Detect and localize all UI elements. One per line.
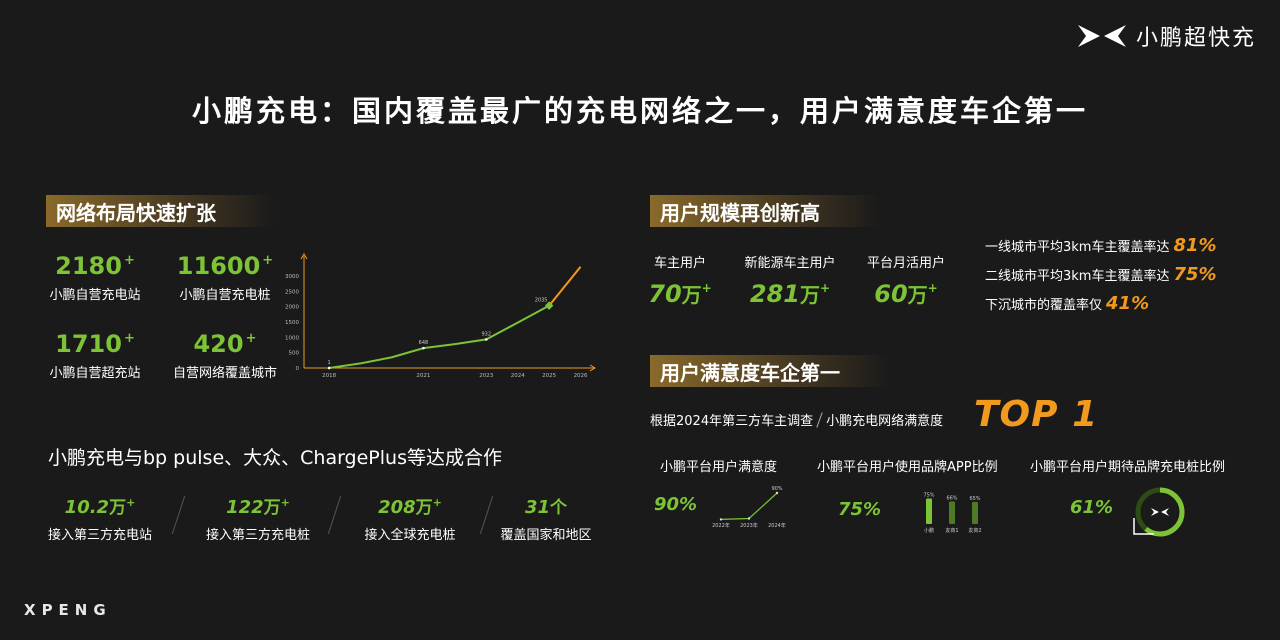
divider <box>327 495 342 535</box>
expected-pile-pct: 61% <box>1070 497 1114 518</box>
coverage-tier2: 二线城市平均3km车主覆盖率达 75% <box>985 264 1217 285</box>
stat-own-piles: 11600 + 小鹏自营充电桩 <box>176 252 274 303</box>
network-growth-chart: 3000 2500 2000 1500 1000 500 0 2018 2021 2023 2024… <box>285 253 596 379</box>
app-usage-bar-chart: 75% 小鹏 66% 友商1 65% 友商2 <box>923 493 981 535</box>
y-tick-label: 500 <box>289 351 300 357</box>
partner-stat-countries: 31个 覆盖国家和地区 <box>500 497 592 543</box>
y-tick-label: 0 <box>296 366 300 372</box>
y-tick-label: 2500 <box>285 289 299 295</box>
bar <box>926 498 932 524</box>
bar-value-label: 66% <box>946 496 957 502</box>
coverage-tier1: 一线城市平均3km车主覆盖率达 81% <box>985 235 1217 256</box>
data-label: 2035 <box>535 298 548 304</box>
y-axis-arrow <box>300 253 308 260</box>
network-section-tag: 网络布局快速扩张 <box>46 195 276 227</box>
trend-point <box>719 518 723 521</box>
y-tick-label: 1500 <box>285 320 299 326</box>
app-usage-label: 小鹏平台用户使用品牌APP比例 <box>817 460 998 475</box>
trend-line <box>720 492 778 520</box>
y-tick-label: 2000 <box>285 305 299 311</box>
user-stat-mau: 平台月活用户 60万+ <box>866 256 945 308</box>
data-point-highlight <box>544 301 554 310</box>
ring-progress <box>1135 487 1185 537</box>
x-tick-label: 2021 <box>416 373 430 379</box>
y-tick-label: 3000 <box>285 274 299 280</box>
bar-category-label: 友商1 <box>945 527 958 534</box>
page-title: 小鹏充电：国内覆盖最广的充电网络之一，用户满意度车企第一 <box>191 94 1088 128</box>
satisfaction-trend-chart: 2022年 2023年 2024年 90% <box>712 486 786 529</box>
data-label: 648 <box>419 340 429 346</box>
xpeng-mini-logo-icon <box>1151 508 1169 516</box>
x-tick-label: 2018 <box>322 373 336 379</box>
stat-own-stations: 2180 + 小鹏自营充电站 <box>49 252 141 303</box>
satisfaction-section-tag: 用户满意度车企第一 <box>650 355 890 387</box>
data-label: 1 <box>328 360 331 366</box>
data-label: 932 <box>482 331 492 337</box>
brand-name: 小鹏超快充 <box>1135 26 1256 51</box>
y-tick-label: 1000 <box>285 335 299 341</box>
ring-connector <box>1133 518 1154 535</box>
expected-pile-label: 小鹏平台用户期待品牌充电桩比例 <box>1030 460 1226 475</box>
app-usage-pct: 75% <box>838 499 882 520</box>
satisfaction-pct: 90% <box>654 494 698 515</box>
trend-x-label: 2022年 <box>712 522 730 529</box>
survey-source: 根据2024年第三方车主调查 小鹏充电网络满意度 <box>650 410 943 429</box>
xpeng-logo-icon <box>1077 25 1126 47</box>
partner-stat-stations: 10.2万+ 接入第三方充电站 <box>47 496 152 543</box>
bar-value-label: 75% <box>923 493 934 499</box>
x-tick-label: 2026 <box>574 373 588 379</box>
coverage-lower-tier: 下沉城市的覆盖率仅 41% <box>985 293 1150 314</box>
data-point <box>484 338 488 341</box>
users-section-tag: 用户规模再创新高 <box>650 195 880 227</box>
stat-cities: 420 + 自营网络覆盖城市 <box>172 330 277 381</box>
bar-category-label: 小鹏 <box>924 527 934 534</box>
x-tick-label: 2025 <box>542 373 556 379</box>
trend-end-label: 90% <box>771 486 782 492</box>
x-axis-arrow <box>589 364 596 372</box>
user-stat-owners: 车主用户 70万+ <box>648 256 712 308</box>
stat-super-stations: 1710 + 小鹏自营超充站 <box>49 330 141 381</box>
rank-badge: TOP 1 <box>974 394 1099 435</box>
user-stat-nev-owners: 新能源车主用户 281万+ <box>744 256 836 308</box>
data-point <box>327 366 331 370</box>
trend-point <box>747 517 751 520</box>
bar <box>949 501 955 524</box>
bar-category-label: 友商2 <box>968 527 981 534</box>
series-line-forecast <box>548 266 582 307</box>
trend-x-label: 2023年 <box>740 522 758 529</box>
x-tick-label: 2024 <box>511 373 525 379</box>
partner-stat-piles: 122万+ 接入第三方充电桩 <box>205 496 310 543</box>
x-tick-label: 2023 <box>479 373 493 379</box>
data-point <box>422 346 425 350</box>
bar <box>972 501 978 524</box>
trend-x-label: 2024年 <box>768 522 786 529</box>
partners-title: 小鹏充电与bp pulse、大众、ChargePlus等达成合作 <box>48 447 502 469</box>
series-line-actual <box>328 304 550 369</box>
partner-stat-global: 208万+ 接入全球充电桩 <box>364 496 456 543</box>
satisfaction-label: 小鹏平台用户满意度 <box>660 460 778 475</box>
trend-point <box>775 491 779 495</box>
brand-logo: 小鹏超快充 <box>1076 20 1256 52</box>
divider <box>171 495 186 535</box>
footer-logo: XPENG <box>24 601 112 619</box>
expected-pile-ring-chart <box>1133 487 1185 537</box>
bar-value-label: 65% <box>969 496 980 502</box>
